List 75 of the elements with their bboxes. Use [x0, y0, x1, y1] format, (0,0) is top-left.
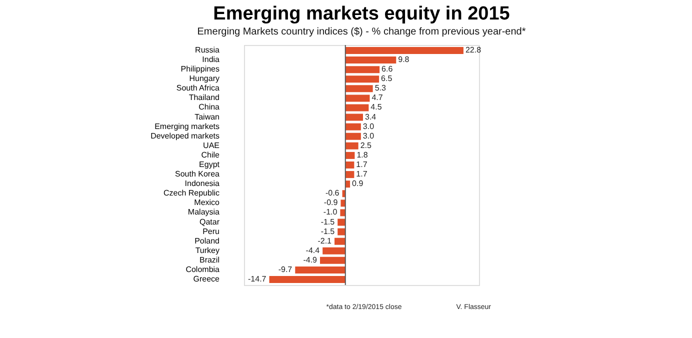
- bar: [345, 132, 361, 140]
- y-tick-label: Greece: [193, 274, 220, 284]
- data-label: 9.8: [398, 55, 410, 64]
- y-tick-label: Colombia: [186, 264, 220, 274]
- chart-subtitle: Emerging Markets country indices ($) - % change from previous year-end*: [197, 26, 526, 38]
- data-label: 3.4: [364, 112, 377, 122]
- data-label: -1.5: [320, 217, 336, 226]
- data-label: -4.4: [306, 246, 320, 255]
- bar: [345, 76, 380, 83]
- bar: [338, 228, 346, 236]
- y-tick-label: UAE: [203, 140, 220, 150]
- data-label: 0.9: [352, 179, 364, 188]
- data-label: -2.1: [318, 236, 332, 246]
- data-label: 4.5: [370, 102, 382, 112]
- data-label: -0.9: [324, 198, 338, 208]
- bar: [345, 152, 355, 159]
- y-tick-label: Peru: [202, 226, 220, 236]
- bar: [334, 238, 346, 245]
- bar: [322, 247, 346, 254]
- y-tick-label: Poland: [194, 236, 220, 246]
- data-label: 1.7: [356, 170, 368, 179]
- data-label: 22.8: [465, 45, 482, 54]
- data-label: 5.3: [374, 84, 386, 93]
- data-label: 3.0: [362, 131, 375, 140]
- bar: [345, 94, 370, 102]
- data-label: -4.9: [303, 255, 318, 264]
- y-tick-label: Czech Republic: [163, 188, 220, 198]
- bar: [340, 200, 346, 207]
- y-tick-label: Hungary: [189, 74, 220, 84]
- bar: [269, 276, 346, 284]
- bar: [345, 85, 373, 92]
- chart-title: Emerging markets equity in 2015: [213, 4, 510, 24]
- data-label: -9.7: [278, 264, 293, 274]
- bar: [345, 104, 369, 112]
- y-tick-label: Taiwan: [194, 112, 220, 122]
- bar: [338, 218, 346, 226]
- y-tick-label: India: [202, 55, 220, 64]
- data-label: 6.5: [381, 74, 393, 84]
- bar: [345, 142, 358, 150]
- data-label: 2.5: [360, 140, 372, 150]
- data-label: -0.6: [325, 188, 340, 198]
- y-tick-label: Egypt: [199, 160, 220, 169]
- y-tick-label: South Africa: [176, 84, 220, 93]
- bar: [345, 171, 354, 178]
- y-tick-label: Philippines: [180, 64, 220, 74]
- data-label: 1.7: [356, 160, 368, 169]
- bar: [345, 114, 363, 121]
- data-label: -1.0: [323, 208, 338, 217]
- y-tick-label: Developed markets: [150, 131, 220, 140]
- y-tick-label: Malaysia: [188, 208, 220, 217]
- data-label: 6.6: [382, 64, 394, 74]
- y-tick-label: Thailand: [188, 93, 220, 102]
- bar: [345, 123, 361, 130]
- bar: [345, 66, 380, 74]
- bar: [340, 209, 346, 216]
- bar: [320, 256, 346, 264]
- data-label: 4.7: [372, 93, 384, 102]
- y-tick-label: Russia: [195, 45, 220, 54]
- data-label: -1.5: [320, 226, 336, 236]
- bar: [345, 56, 396, 64]
- bar: [295, 266, 346, 274]
- y-tick-label: Qatar: [199, 217, 220, 226]
- y-tick-label: Mexico: [194, 198, 220, 208]
- y-tick-label: China: [198, 102, 220, 112]
- bar: [345, 162, 354, 168]
- y-tick-label: Brazil: [199, 255, 220, 264]
- data-label: -14.7: [248, 274, 267, 284]
- y-tick-label: Turkey: [195, 246, 220, 255]
- data-label: 3.0: [362, 122, 375, 131]
- y-tick-label: Emerging markets: [154, 122, 220, 131]
- y-tick-label: Indonesia: [184, 179, 220, 188]
- data-label: 1.8: [356, 150, 368, 160]
- y-tick-label: Chile: [201, 150, 220, 160]
- y-tick-label: South Korea: [175, 170, 220, 179]
- bar: [345, 46, 464, 54]
